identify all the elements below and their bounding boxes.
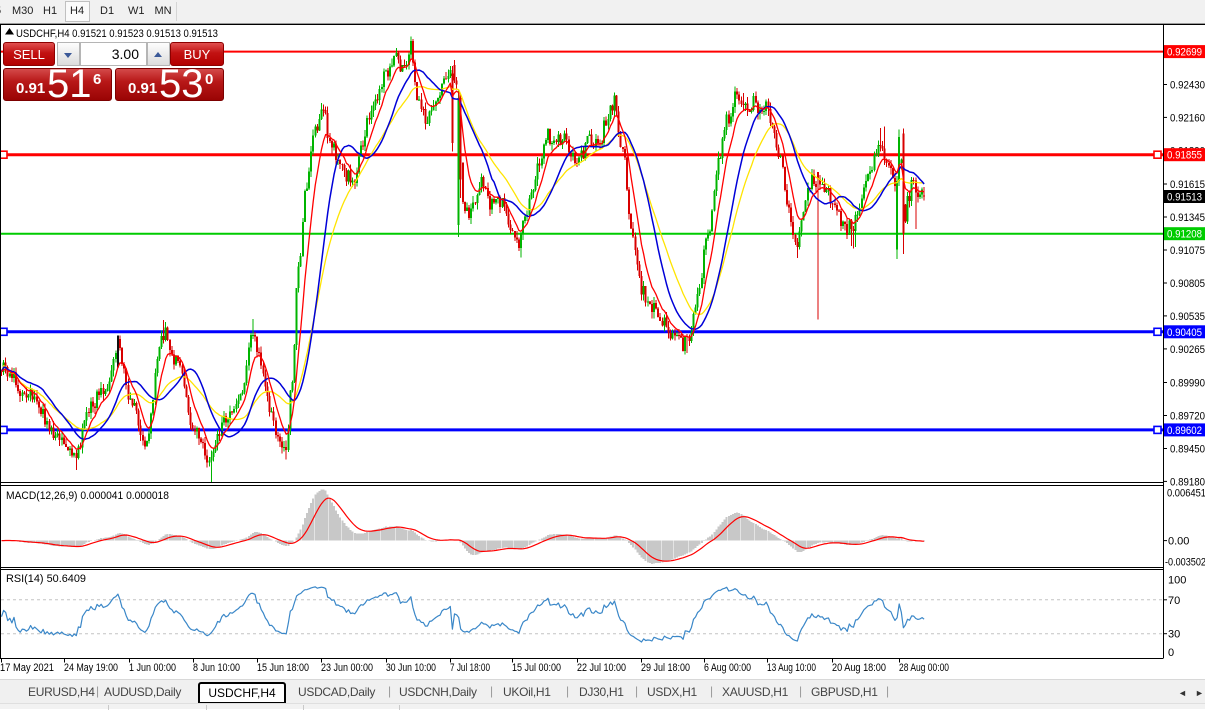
svg-text:0.89602: 0.89602 bbox=[1167, 425, 1202, 437]
svg-text:17 May 2021: 17 May 2021 bbox=[0, 662, 54, 674]
svg-text:MACD(12,26,9) 0.000041 0.00001: MACD(12,26,9) 0.000041 0.000018 bbox=[6, 490, 169, 502]
svg-text:RSI(14) 50.6409: RSI(14) 50.6409 bbox=[6, 573, 86, 585]
svg-text:15 Jul 00:00: 15 Jul 00:00 bbox=[512, 662, 561, 674]
svg-text:0.90405: 0.90405 bbox=[1167, 327, 1202, 339]
svg-text:7 Jul 18:00: 7 Jul 18:00 bbox=[450, 662, 490, 674]
svg-text:0.91513: 0.91513 bbox=[1167, 192, 1202, 204]
svg-text:0: 0 bbox=[1168, 647, 1174, 659]
svg-text:0.90805: 0.90805 bbox=[1170, 278, 1205, 290]
svg-text:0.92699: 0.92699 bbox=[1167, 47, 1202, 59]
svg-text:8 Jun 10:00: 8 Jun 10:00 bbox=[193, 662, 240, 674]
svg-text:100: 100 bbox=[1168, 574, 1186, 586]
svg-text:0.91855: 0.91855 bbox=[1167, 150, 1202, 162]
svg-text:0.90535: 0.90535 bbox=[1170, 311, 1205, 323]
svg-text:6 Aug 00:00: 6 Aug 00:00 bbox=[704, 662, 751, 674]
svg-text:0.91208: 0.91208 bbox=[1167, 229, 1202, 241]
svg-text:0.006451: 0.006451 bbox=[1167, 488, 1205, 500]
svg-text:30 Jun 10:00: 30 Jun 10:00 bbox=[386, 662, 436, 674]
svg-text:0.89720: 0.89720 bbox=[1170, 411, 1205, 423]
svg-text:0.92430: 0.92430 bbox=[1170, 80, 1205, 92]
svg-text:28 Aug 00:00: 28 Aug 00:00 bbox=[899, 662, 949, 674]
svg-text:0.89990: 0.89990 bbox=[1170, 378, 1205, 390]
svg-text:0.89180: 0.89180 bbox=[1170, 476, 1205, 488]
svg-text:22 Jul 10:00: 22 Jul 10:00 bbox=[577, 662, 626, 674]
svg-text:0.00: 0.00 bbox=[1168, 536, 1189, 548]
svg-text:30: 30 bbox=[1168, 629, 1180, 641]
svg-text:0.92160: 0.92160 bbox=[1170, 112, 1205, 124]
svg-text:0.91075: 0.91075 bbox=[1170, 245, 1205, 257]
svg-text:13 Aug 10:00: 13 Aug 10:00 bbox=[767, 662, 816, 674]
svg-text:70: 70 bbox=[1168, 595, 1180, 607]
svg-text:0.90265: 0.90265 bbox=[1170, 344, 1205, 356]
svg-text:0.91345: 0.91345 bbox=[1170, 212, 1205, 224]
svg-text:29 Jul 18:00: 29 Jul 18:00 bbox=[641, 662, 690, 674]
svg-text:15 Jun 18:00: 15 Jun 18:00 bbox=[257, 662, 309, 674]
svg-text:1 Jun 00:00: 1 Jun 00:00 bbox=[129, 662, 176, 674]
svg-text:0.89450: 0.89450 bbox=[1170, 444, 1205, 456]
svg-text:23 Jun 00:00: 23 Jun 00:00 bbox=[321, 662, 373, 674]
svg-text:-0.003502: -0.003502 bbox=[1165, 557, 1205, 569]
svg-text:0.91615: 0.91615 bbox=[1170, 179, 1205, 191]
svg-text:24 May 19:00: 24 May 19:00 bbox=[64, 662, 118, 674]
svg-text:USDCHF,H4 0.91521 0.91523 0.9: USDCHF,H4 0.91521 0.91523 0.91513 0.9151… bbox=[16, 28, 218, 40]
svg-text:20 Aug 18:00: 20 Aug 18:00 bbox=[832, 662, 886, 674]
